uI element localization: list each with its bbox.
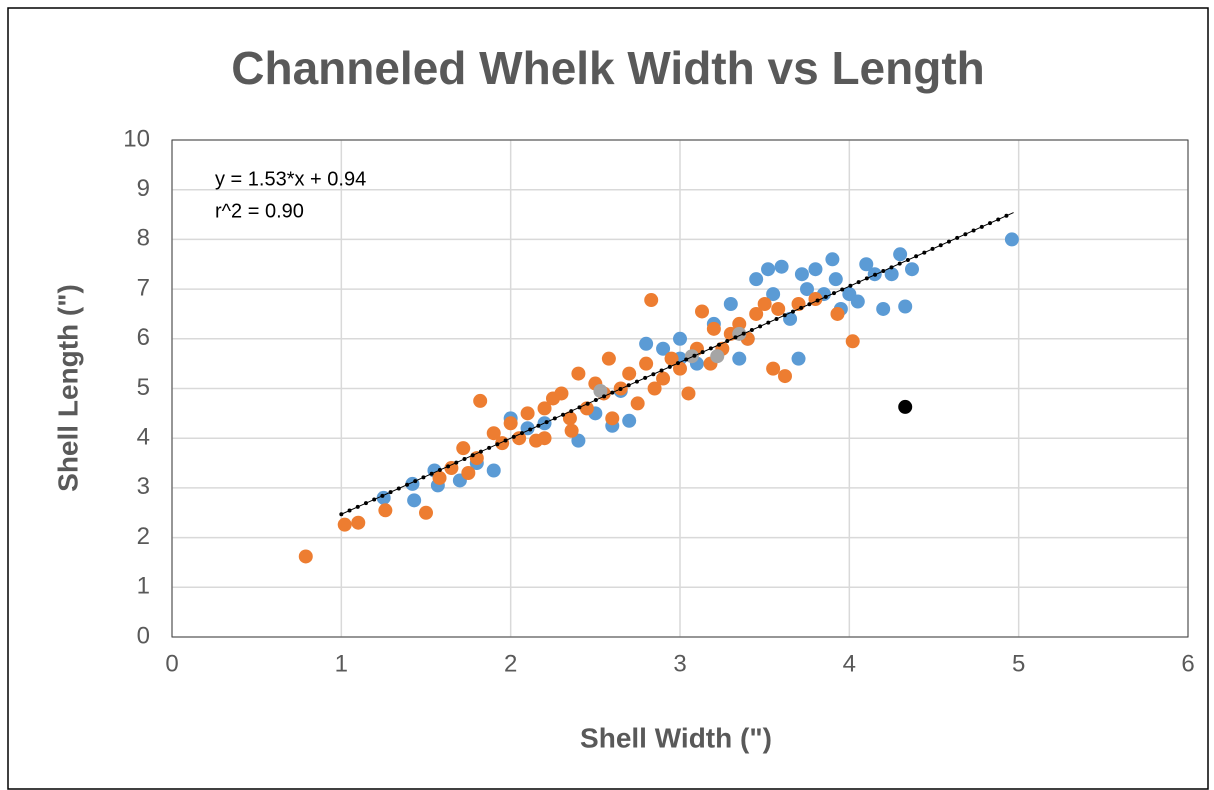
- scatter-point: [681, 386, 696, 401]
- scatter-point: [554, 386, 569, 401]
- scatter-point: [622, 413, 637, 428]
- scatter-point: [571, 433, 586, 448]
- scatter-point: [337, 517, 352, 532]
- scatter-point: [537, 401, 552, 416]
- scatter-point: [749, 306, 764, 321]
- x-tick-label: 2: [504, 650, 517, 677]
- scatter-point: [432, 470, 447, 485]
- scatter-point: [761, 262, 776, 277]
- scatter-point: [562, 411, 577, 426]
- scatter-point: [845, 334, 860, 349]
- scatter-point: [1004, 232, 1019, 247]
- y-tick-label: 9: [137, 175, 150, 202]
- scatter-point: [407, 493, 422, 508]
- y-tick-label: 8: [137, 225, 150, 252]
- scatter-point: [376, 490, 391, 505]
- scatter-point: [771, 301, 786, 316]
- scatter-point: [749, 272, 764, 287]
- scatter-point: [828, 272, 843, 287]
- scatter-point: [904, 262, 919, 277]
- scatter-point: [884, 267, 899, 282]
- scatter-point: [876, 301, 891, 316]
- scatter-point: [777, 369, 792, 384]
- scatter-point: [893, 247, 908, 262]
- plot-area-border: [171, 139, 1189, 638]
- x-axis-label: Shell Width ("): [580, 722, 772, 753]
- scatter-point: [461, 465, 476, 480]
- scatter-point: [419, 505, 433, 520]
- scatter-point: [774, 259, 789, 274]
- scatter-point: [673, 361, 687, 376]
- scatter-point: [850, 294, 865, 309]
- scatter-point: [695, 304, 710, 319]
- chart-title: Channeled Whelk Width vs Length: [231, 42, 985, 94]
- scatter-point: [898, 299, 913, 314]
- scatter-point: [298, 549, 313, 564]
- y-tick-label: 7: [137, 274, 150, 301]
- scatter-point: [732, 351, 747, 366]
- scatter-point: [601, 351, 616, 366]
- x-tick-label: 1: [335, 650, 348, 677]
- y-tick-label: 4: [137, 424, 150, 451]
- annotation: r^2 = 0.90: [215, 200, 304, 222]
- x-tick-label: 0: [165, 650, 178, 677]
- scatter-point: [898, 399, 913, 414]
- scatter-point: [706, 321, 721, 336]
- scatter-point: [622, 366, 637, 381]
- scatter-point: [684, 349, 699, 364]
- scatter-point: [794, 267, 809, 282]
- scatter-point: [456, 441, 471, 456]
- y-axis-label: Shell Length ("): [52, 284, 83, 492]
- scatter-point: [830, 306, 845, 321]
- scatter-point: [579, 401, 594, 416]
- scatter-point: [644, 293, 659, 308]
- scatter-point: [859, 257, 874, 272]
- scatter-point: [791, 351, 806, 366]
- y-tick-label: 3: [137, 473, 150, 500]
- scatter-point: [800, 282, 814, 297]
- scatter-point: [825, 252, 840, 267]
- trendline-dots: [339, 210, 1016, 517]
- scatter-point: [673, 331, 687, 346]
- scatter-point: [639, 336, 654, 351]
- scatter-point: [723, 297, 738, 312]
- scatter-point: [647, 381, 662, 396]
- scatter-point: [378, 503, 393, 518]
- scatter-point: [766, 361, 781, 376]
- scatter-point: [732, 316, 747, 331]
- scatter-point: [605, 411, 620, 426]
- scatter-point: [757, 297, 772, 312]
- annotation: y = 1.53*x + 0.94: [215, 168, 366, 190]
- scatter-point: [503, 416, 518, 431]
- y-tick-label: 10: [123, 125, 150, 152]
- y-tick-label: 6: [137, 324, 150, 351]
- scatter-point: [710, 349, 725, 364]
- scatter-point: [656, 371, 671, 386]
- scatter-point: [564, 423, 579, 438]
- scatter-point: [351, 515, 366, 530]
- x-tick-label: 4: [843, 650, 856, 677]
- y-tick-label: 1: [137, 573, 150, 600]
- scatter-point: [537, 431, 552, 446]
- scatter-point: [656, 341, 671, 356]
- y-tick-label: 5: [137, 374, 150, 401]
- x-tick-label: 3: [673, 650, 686, 677]
- x-tick-label: 5: [1012, 650, 1025, 677]
- scatter-point: [630, 396, 645, 411]
- scatter-point: [473, 393, 488, 408]
- scatter-point: [808, 262, 823, 277]
- scatter-point: [639, 356, 654, 371]
- scatter-point: [486, 463, 501, 478]
- scatter-point: [520, 406, 535, 421]
- scatter-point: [664, 351, 679, 366]
- y-tick-label: 2: [137, 523, 150, 550]
- y-tick-label: 0: [137, 622, 150, 649]
- scatter-point: [486, 426, 501, 441]
- scatter-point: [766, 287, 781, 302]
- scatter-point: [571, 366, 586, 381]
- x-tick-label: 6: [1181, 650, 1194, 677]
